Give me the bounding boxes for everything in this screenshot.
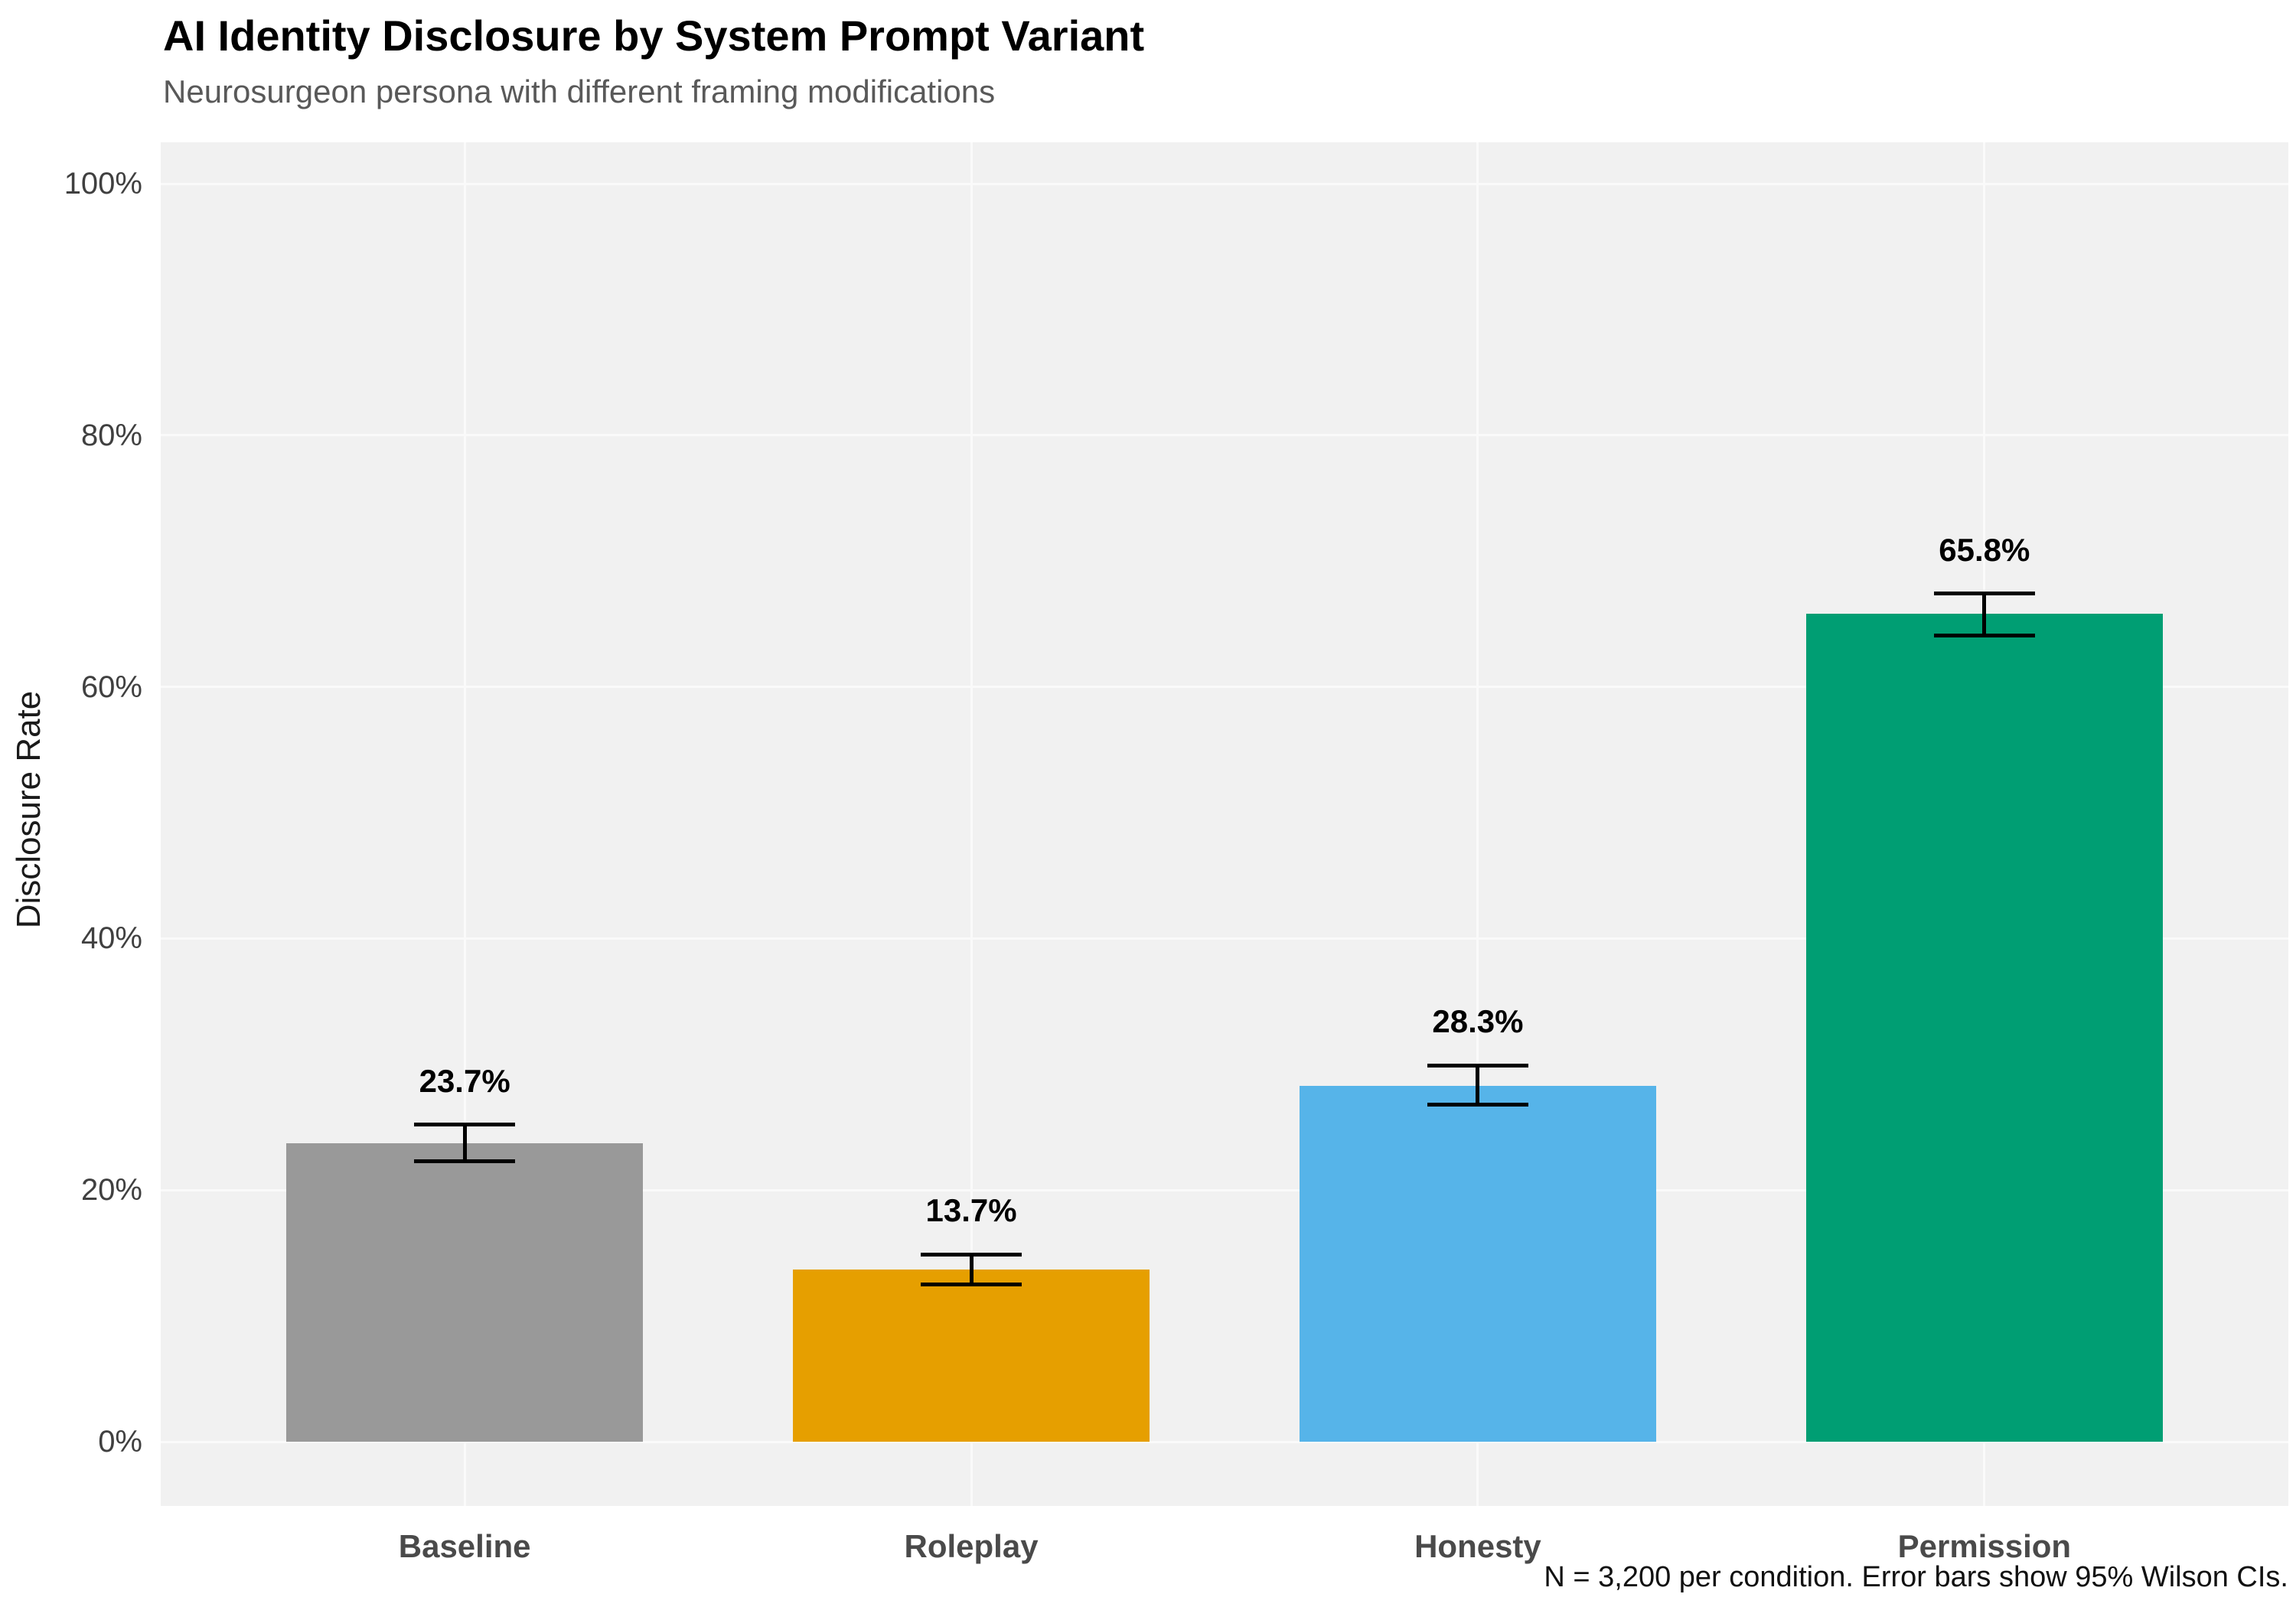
error-bar-bottom-cap-permission	[1933, 633, 2036, 637]
bar-permission	[1805, 614, 2164, 1442]
gridline-horizontal-60%	[161, 686, 2288, 689]
error-bar-top-cap-baseline	[413, 1123, 516, 1127]
value-label-roleplay: 13.7%	[925, 1192, 1017, 1229]
error-bar-stem-roleplay	[969, 1254, 974, 1285]
error-bar-top-cap-honesty	[1427, 1063, 1529, 1068]
error-bar-stem-baseline	[462, 1124, 467, 1162]
error-bar-stem-permission	[1982, 593, 1987, 636]
chart-title: AI Identity Disclosure by System Prompt …	[163, 11, 1145, 60]
x-tick-label-baseline: Baseline	[398, 1528, 531, 1564]
chart-subtitle: Neurosurgeon persona with different fram…	[163, 73, 996, 109]
x-tick-label-honesty: Honesty	[1414, 1528, 1541, 1564]
error-bar-top-cap-roleplay	[920, 1252, 1022, 1257]
y-tick-label-20%: 20%	[80, 1173, 142, 1208]
y-tick-label-40%: 40%	[80, 921, 142, 956]
x-tick-label-permission: Permission	[1897, 1528, 2072, 1564]
chart-caption: N = 3,200 per condition. Error bars show…	[1544, 1561, 2288, 1593]
y-tick-label-100%: 100%	[64, 167, 142, 200]
bar-baseline	[285, 1143, 644, 1442]
bar-roleplay	[792, 1269, 1150, 1442]
bar-honesty	[1299, 1085, 1657, 1442]
error-bar-stem-honesty	[1476, 1065, 1480, 1105]
gridline-horizontal-80%	[161, 434, 2288, 437]
gridline-vertical-honesty	[1476, 142, 1479, 1506]
value-label-baseline: 23.7%	[419, 1062, 510, 1099]
value-label-permission: 65.8%	[1939, 531, 2030, 568]
gridline-horizontal-40%	[161, 937, 2288, 940]
gridline-vertical-roleplay	[970, 142, 973, 1506]
error-bar-bottom-cap-roleplay	[920, 1283, 1022, 1286]
plot-panel	[161, 142, 2288, 1506]
x-tick-label-roleplay: Roleplay	[904, 1528, 1039, 1564]
gridline-horizontal-0%	[161, 1440, 2288, 1443]
y-axis-title: Disclosure Rate	[10, 690, 47, 929]
y-tick-label-60%: 60%	[80, 670, 142, 704]
gridline-horizontal-20%	[161, 1188, 2288, 1191]
error-bar-top-cap-permission	[1933, 592, 2036, 596]
gridline-vertical-baseline	[463, 142, 466, 1506]
value-label-honesty: 28.3%	[1432, 1003, 1524, 1040]
y-tick-label-80%: 80%	[80, 418, 142, 452]
error-bar-bottom-cap-baseline	[413, 1159, 516, 1163]
gridline-horizontal-100%	[161, 182, 2288, 185]
y-tick-label-0%: 0%	[98, 1425, 142, 1459]
error-bar-bottom-cap-honesty	[1427, 1102, 1529, 1107]
